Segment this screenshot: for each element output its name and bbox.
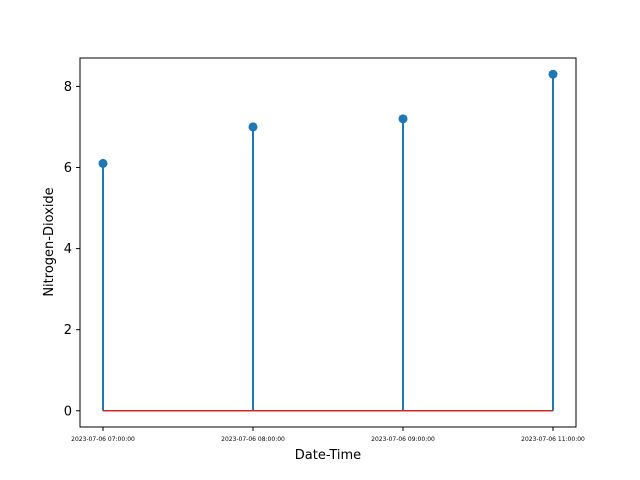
data-point: [398, 114, 408, 124]
data-point: [548, 69, 558, 79]
plot-area: [98, 69, 558, 412]
x-axis: 2023-07-06 07:00:00 2023-07-06 08:00:00 20…: [71, 427, 585, 443]
x-tick-label: 2023-07-06 09:00:00: [371, 436, 435, 443]
y-axis: 0 2 4 6 8: [64, 80, 80, 419]
y-tick-label: 8: [64, 80, 72, 95]
y-tick-label: 0: [64, 404, 72, 419]
data-point: [98, 158, 108, 168]
y-tick-label: 2: [64, 323, 72, 338]
x-tick-label: 2023-07-06 11:00:00: [521, 436, 585, 443]
plot-frame: [79, 57, 577, 428]
y-tick-label: 6: [64, 161, 72, 176]
x-tick-label: 2023-07-06 07:00:00: [71, 436, 135, 443]
data-point: [248, 122, 258, 132]
x-axis-title: Date-Time: [295, 448, 361, 463]
y-tick-label: 4: [64, 242, 72, 257]
x-tick-label: 2023-07-06 08:00:00: [221, 436, 285, 443]
y-axis-title: Nitrogen-Dioxide: [42, 187, 57, 296]
